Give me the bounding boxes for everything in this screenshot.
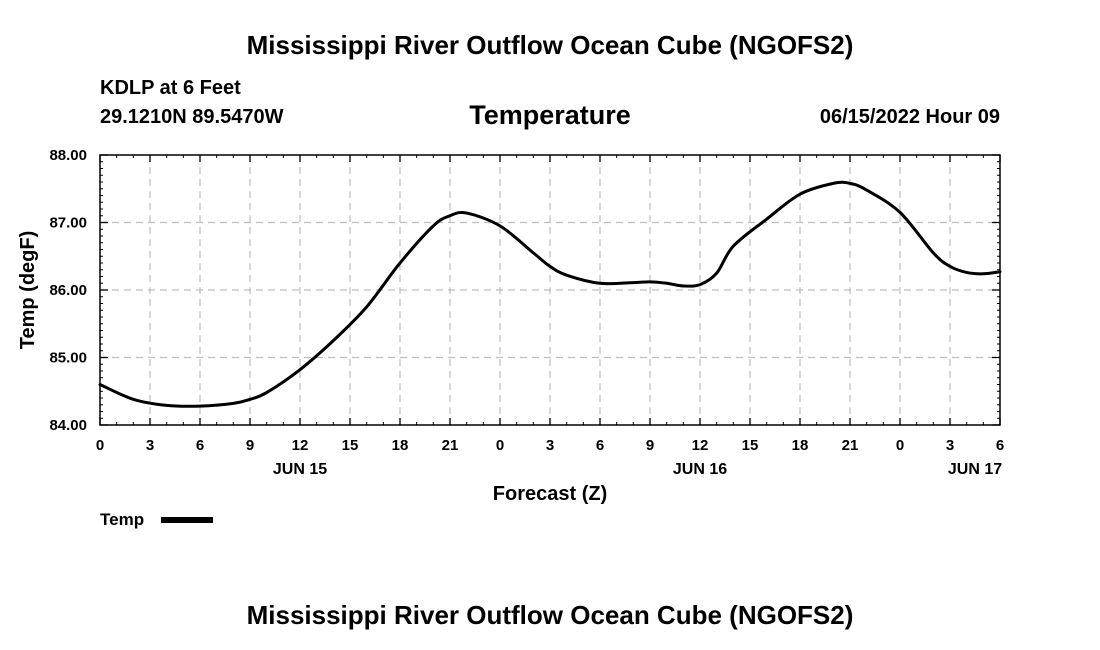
date-label: JUN 17 <box>948 461 1002 478</box>
x-tick-label: 15 <box>342 437 359 454</box>
footer-title: Mississippi River Outflow Ocean Cube (NG… <box>246 600 854 630</box>
x-tick-label: 18 <box>792 437 809 454</box>
x-tick-label: 21 <box>842 437 859 454</box>
y-tick-label: 86.00 <box>49 282 87 299</box>
main-title: Mississippi River Outflow Ocean Cube (NG… <box>246 30 854 60</box>
x-tick-label: 3 <box>546 437 554 454</box>
station-label: KDLP at 6 Feet <box>100 77 241 99</box>
y-axis-label: Temp (degF) <box>17 231 39 350</box>
x-tick-label: 12 <box>292 437 309 454</box>
x-tick-label: 3 <box>146 437 154 454</box>
x-tick-label: 12 <box>692 437 709 454</box>
y-tick-label: 84.00 <box>49 417 87 434</box>
series-line-temp <box>98 180 1002 408</box>
legend-label-temp: Temp <box>100 510 144 529</box>
date-label: JUN 15 <box>273 461 327 478</box>
x-tick-label: 6 <box>196 437 204 454</box>
x-tick-label: 9 <box>246 437 254 454</box>
x-tick-label: 21 <box>442 437 459 454</box>
x-tick-label: 9 <box>646 437 654 454</box>
x-tick-label: 6 <box>996 437 1004 454</box>
forecast-datetime: 06/15/2022 Hour 09 <box>819 106 1000 128</box>
chart-title: Temperature <box>469 100 631 130</box>
x-tick-label: 0 <box>896 437 904 454</box>
x-tick-label: 6 <box>596 437 604 454</box>
legend-swatch-temp <box>161 517 213 523</box>
x-tick-label: 0 <box>96 437 104 454</box>
station-coordinates: 29.1210N 89.5470W <box>100 106 284 128</box>
x-tick-label: 15 <box>742 437 759 454</box>
y-tick-label: 85.00 <box>49 350 87 367</box>
x-tick-label: 18 <box>392 437 409 454</box>
x-axis-label: Forecast (Z) <box>493 483 607 505</box>
x-tick-label: 3 <box>946 437 954 454</box>
date-label: JUN 16 <box>673 461 727 478</box>
y-tick-label: 87.00 <box>49 215 87 232</box>
x-tick-label: 0 <box>496 437 504 454</box>
y-tick-label: 88.00 <box>49 147 87 164</box>
